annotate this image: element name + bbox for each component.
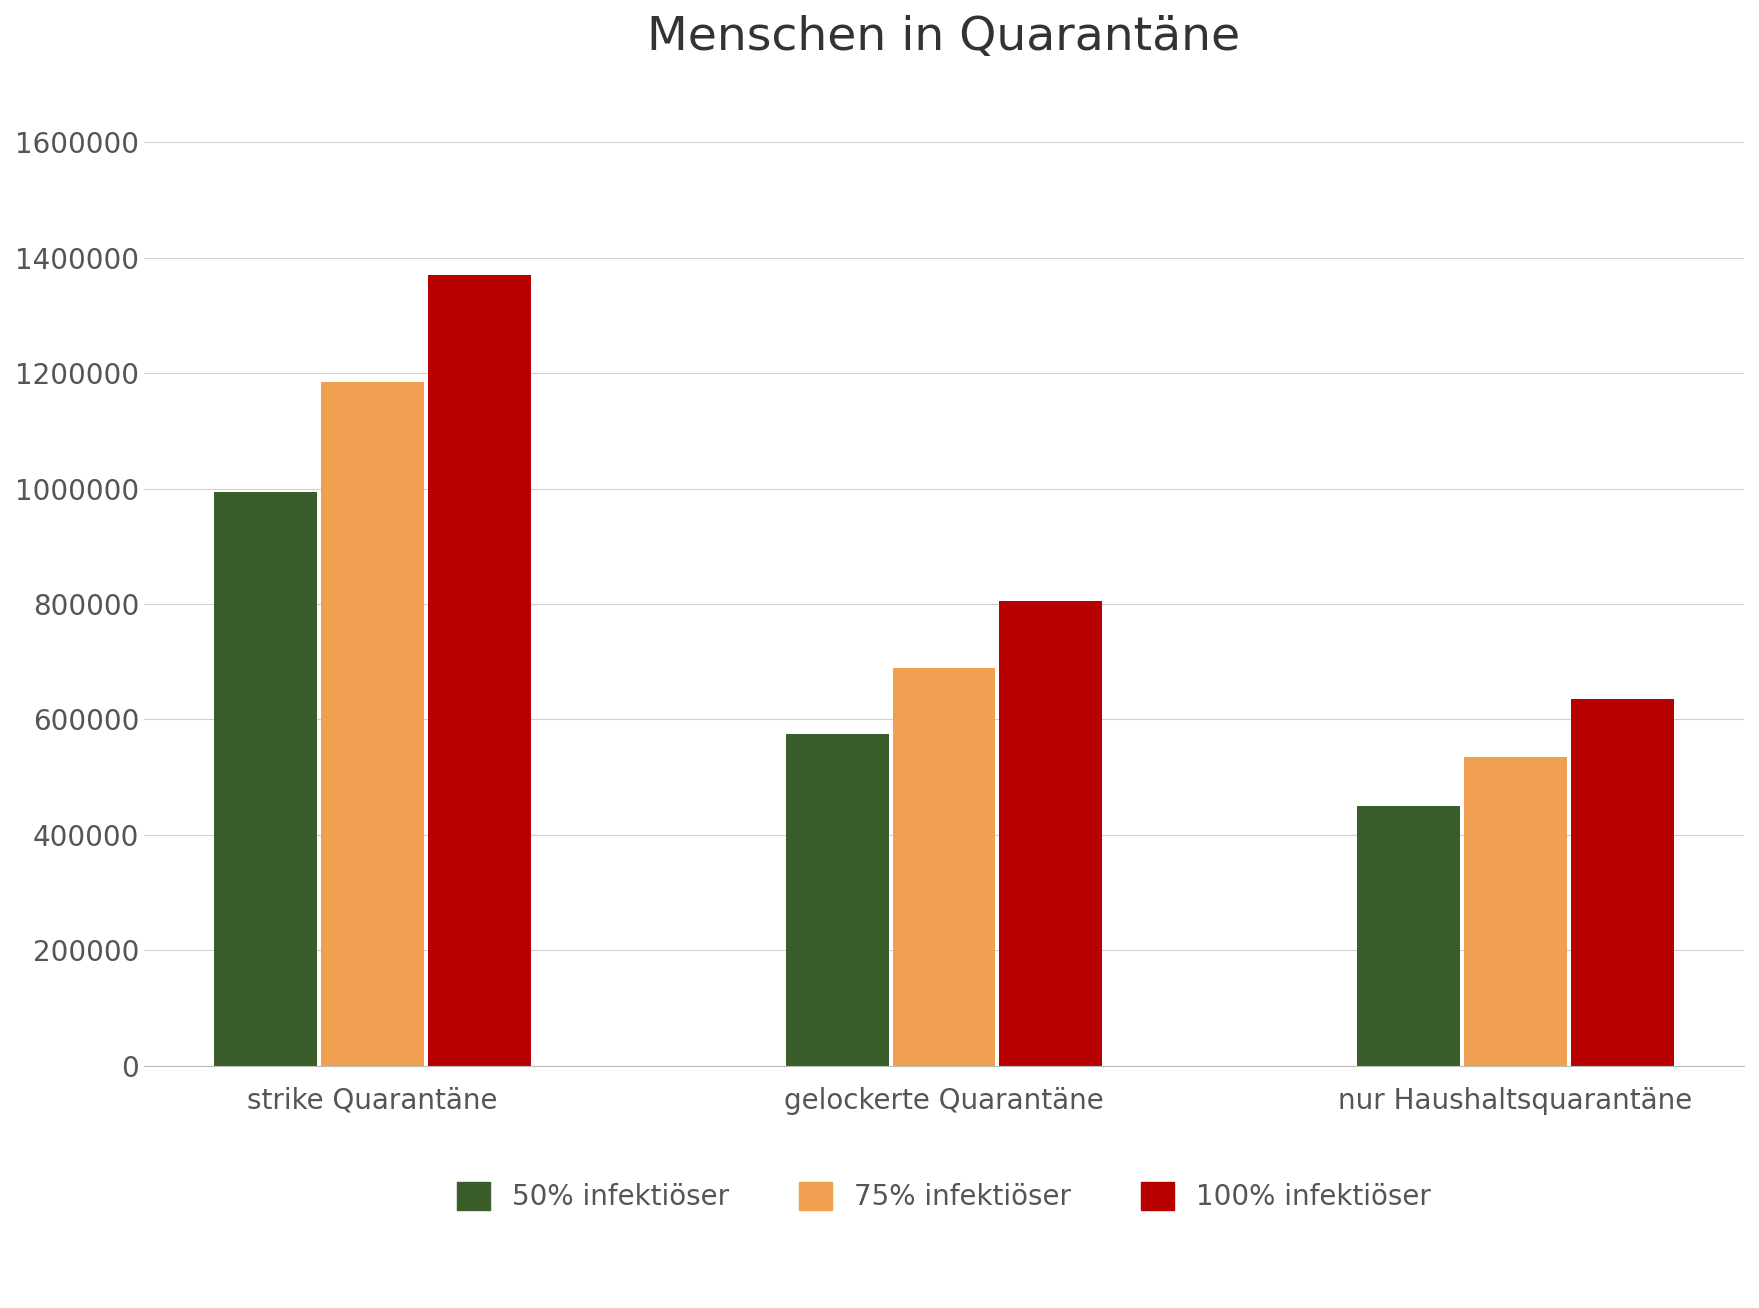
Bar — [892, 667, 996, 1066]
Bar — [1571, 700, 1673, 1066]
Bar — [322, 382, 424, 1066]
Bar — [999, 602, 1103, 1066]
Bar — [215, 492, 317, 1066]
Bar — [1463, 757, 1567, 1066]
Bar — [427, 275, 531, 1066]
Bar — [786, 734, 888, 1066]
Bar — [1358, 806, 1460, 1066]
Title: Menschen in Quarantäne: Menschen in Quarantäne — [647, 14, 1240, 60]
Legend: 50% infektiöser, 75% infektiöser, 100% infektiöser: 50% infektiöser, 75% infektiöser, 100% i… — [443, 1168, 1446, 1226]
